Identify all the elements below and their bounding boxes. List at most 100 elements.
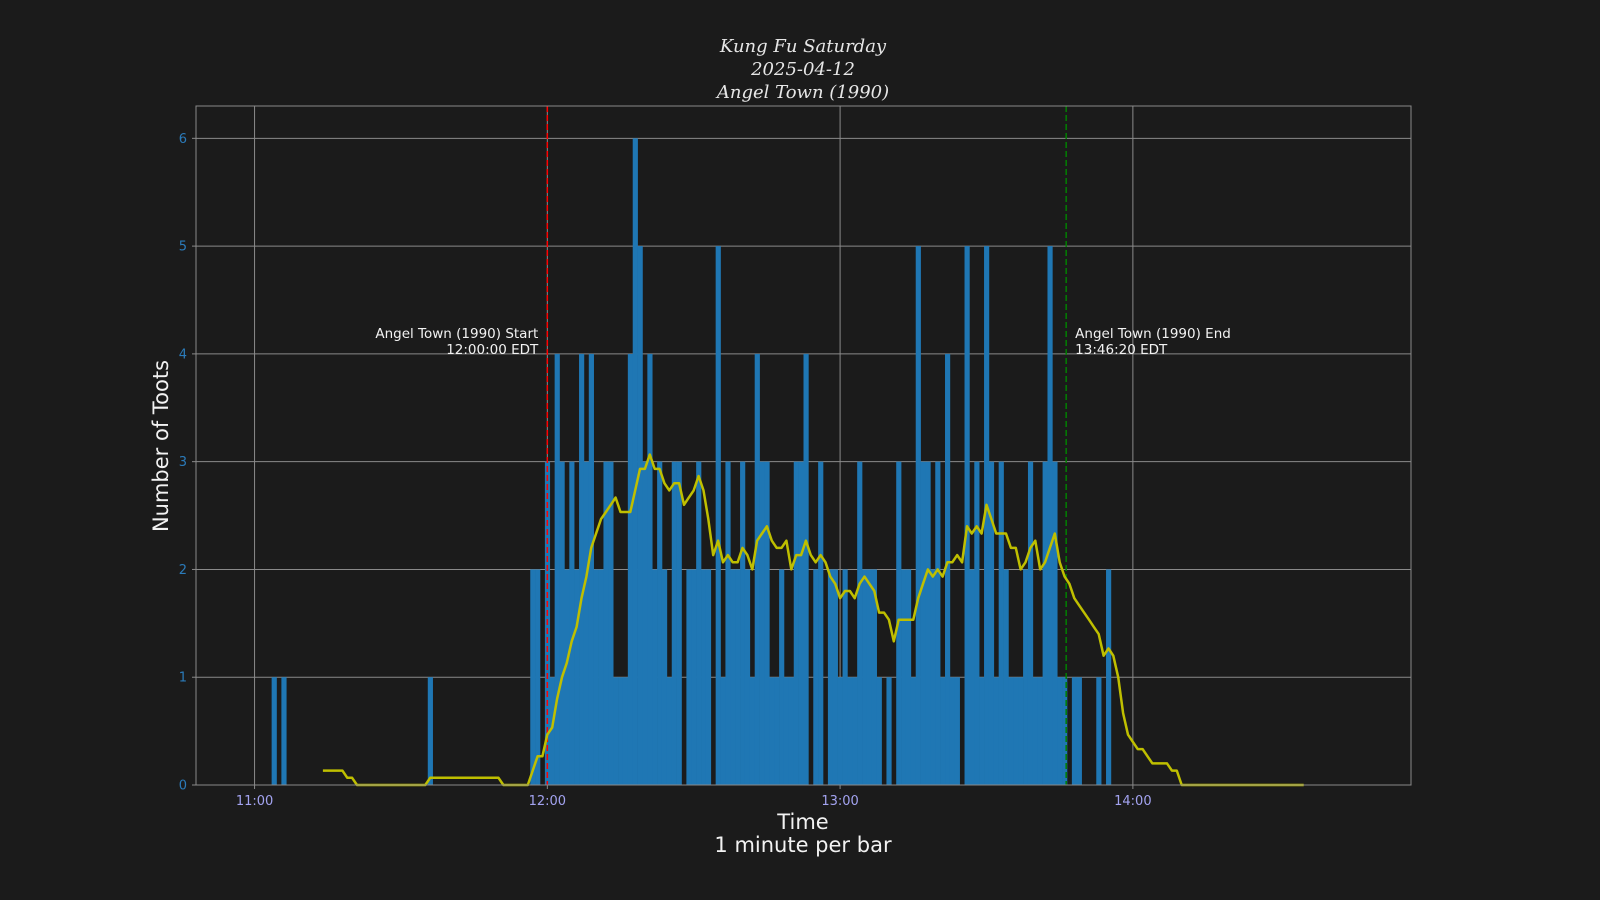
bar (427, 677, 433, 785)
bar (759, 461, 765, 785)
bar (1042, 461, 1048, 785)
chart-title-line-3: Angel Town (1990) (715, 82, 889, 103)
x-tick-label: 12:00 (529, 794, 566, 809)
bar (1071, 677, 1078, 785)
y-axis-label: Number of Toots (149, 360, 173, 532)
bar (832, 569, 838, 785)
bar (886, 677, 892, 785)
bar (691, 569, 697, 785)
bar (1013, 677, 1019, 785)
axis-ticks: 0 1 2 3 4 5 6 11:00 12:00 13:00 14:00 (179, 132, 1152, 809)
bar (701, 569, 707, 785)
bar (783, 677, 790, 785)
plot-frame (195, 105, 1412, 786)
bar (559, 461, 565, 785)
bar (988, 461, 995, 785)
bar (837, 677, 843, 785)
bar (764, 461, 770, 785)
bar (1062, 677, 1068, 785)
bar (588, 353, 594, 785)
bar (740, 461, 746, 785)
bar (754, 353, 760, 785)
start-annotation-time: 12:00:00 EDT (446, 342, 539, 358)
bar (862, 569, 868, 785)
bar (1003, 569, 1009, 785)
bar (945, 353, 951, 785)
bar (657, 461, 663, 785)
bar (1076, 677, 1082, 785)
x-axis-label: Time (776, 810, 828, 834)
bar (705, 569, 712, 785)
bar (798, 461, 804, 785)
bar (549, 677, 555, 785)
bar (974, 461, 980, 785)
bar (530, 569, 536, 785)
y-tick-label: 4 (179, 347, 187, 362)
bar (720, 677, 726, 785)
bar (925, 461, 931, 785)
bar (579, 353, 585, 785)
bar (1047, 246, 1053, 786)
bar (1018, 677, 1024, 785)
bar (613, 677, 619, 785)
bar (666, 677, 673, 785)
bar (725, 461, 731, 785)
bar (696, 461, 702, 785)
chart-title-line-2: 2025-04-12 (750, 59, 855, 80)
bar (671, 461, 677, 785)
bar (1023, 569, 1029, 785)
bar (910, 677, 917, 785)
bar (564, 569, 570, 785)
bar (574, 569, 580, 785)
bar (598, 569, 604, 785)
x-tick-label: 11:00 (236, 794, 273, 809)
bar (940, 677, 946, 785)
bar (647, 353, 653, 785)
bar (1032, 677, 1039, 785)
x-tick-label: 14:00 (1114, 794, 1151, 809)
bar (593, 569, 599, 785)
bar (618, 677, 624, 785)
bar (818, 461, 824, 785)
bar (920, 461, 926, 785)
bar (749, 677, 756, 785)
bar (769, 677, 775, 785)
bar (686, 569, 692, 785)
bar (554, 353, 560, 785)
y-tick-label: 0 (179, 779, 187, 794)
bar (852, 677, 858, 785)
start-annotation-label: Angel Town (1990) Start (375, 326, 538, 342)
bar (915, 246, 921, 786)
bar (1057, 677, 1063, 785)
y-tick-label: 2 (179, 563, 187, 578)
bar (627, 353, 634, 785)
bar (1027, 461, 1034, 785)
bar (847, 677, 853, 785)
bar (827, 569, 834, 785)
bar (661, 569, 668, 785)
x-tick-label: 13:00 (821, 794, 858, 809)
bar (857, 461, 863, 785)
bar (735, 569, 741, 785)
bar (993, 677, 999, 785)
bar (730, 569, 736, 785)
bar (1037, 677, 1043, 785)
end-annotation-time: 13:46:20 EDT (1075, 342, 1168, 358)
bar (935, 461, 941, 785)
bar (979, 677, 985, 785)
bar (842, 569, 848, 785)
bar (871, 569, 877, 785)
bar (774, 677, 780, 785)
bar (954, 677, 960, 785)
y-tick-label: 6 (179, 132, 187, 147)
bar (779, 569, 785, 785)
bar (984, 246, 990, 786)
bar (715, 246, 721, 786)
end-annotation-label: Angel Town (1990) End (1075, 326, 1231, 342)
bar (603, 461, 609, 785)
bar (788, 677, 795, 785)
bar (964, 246, 970, 786)
bar (632, 138, 638, 786)
